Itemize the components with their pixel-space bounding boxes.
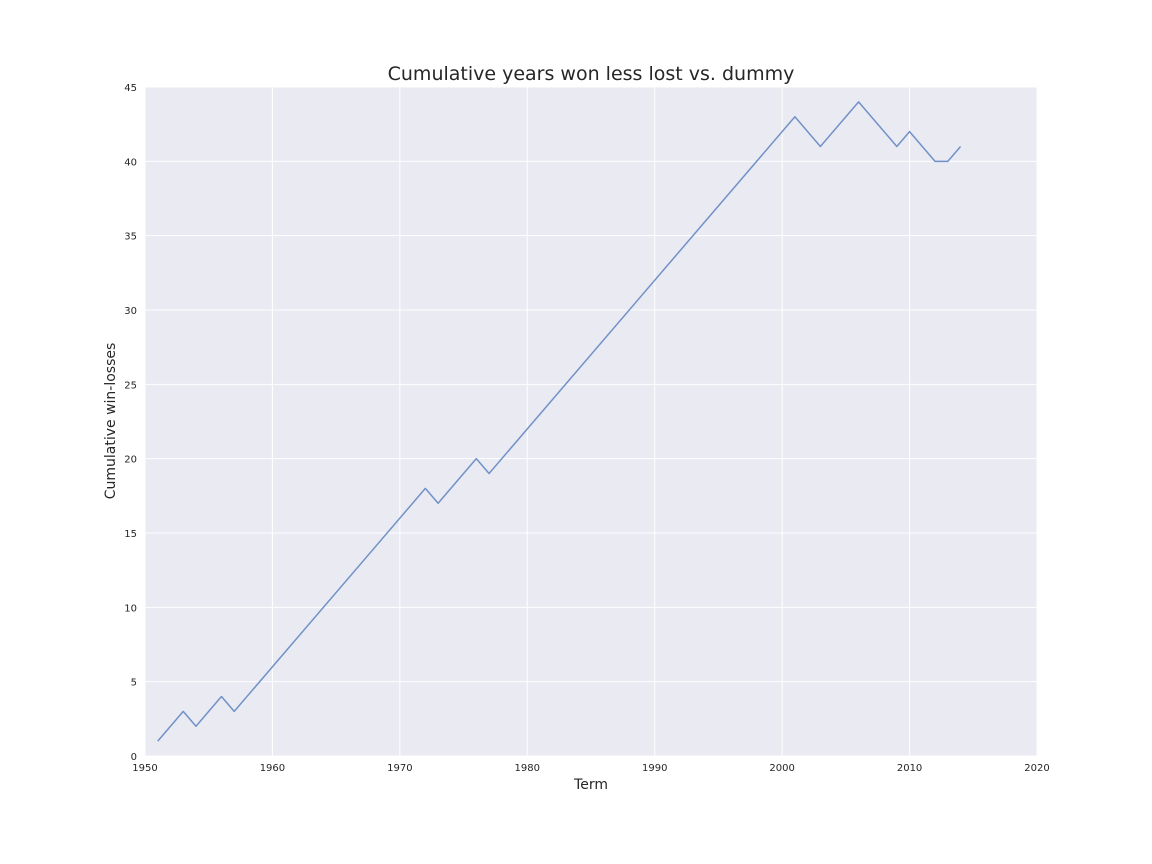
x-tick-labels: 1950 1960 1970 1980 1990 2000 2010 2020 <box>132 763 1049 774</box>
chart-title: Cumulative years won less lost vs. dummy <box>388 63 795 85</box>
x-tick-label: 2000 <box>769 763 794 774</box>
x-axis-label: Term <box>573 777 608 793</box>
x-tick-label: 1950 <box>132 763 157 774</box>
x-tick-label: 2020 <box>1024 763 1049 774</box>
y-tick-label: 25 <box>124 380 137 391</box>
y-tick-labels: 0 5 10 15 20 25 30 35 40 45 <box>124 83 137 763</box>
x-tick-label: 2010 <box>897 763 922 774</box>
y-tick-label: 20 <box>124 455 137 466</box>
x-tick-label: 1980 <box>515 763 540 774</box>
y-tick-label: 0 <box>131 752 137 763</box>
y-tick-label: 40 <box>124 157 137 168</box>
y-gridlines <box>145 86 1037 757</box>
x-tick-label: 1960 <box>260 763 285 774</box>
series-line <box>157 101 962 742</box>
y-axis-label: Cumulative win-losses <box>103 343 119 500</box>
series-layer <box>157 101 962 742</box>
x-tick-label: 1990 <box>642 763 667 774</box>
y-tick-label: 10 <box>124 603 137 614</box>
y-tick-label: 5 <box>131 678 137 689</box>
plot-area <box>145 87 1037 756</box>
y-tick-label: 15 <box>124 529 137 540</box>
y-tick-label: 30 <box>124 306 137 317</box>
y-tick-label: 35 <box>124 232 137 243</box>
x-tick-label: 1970 <box>387 763 412 774</box>
x-gridlines <box>144 87 1038 756</box>
y-tick-label: 45 <box>124 83 137 94</box>
